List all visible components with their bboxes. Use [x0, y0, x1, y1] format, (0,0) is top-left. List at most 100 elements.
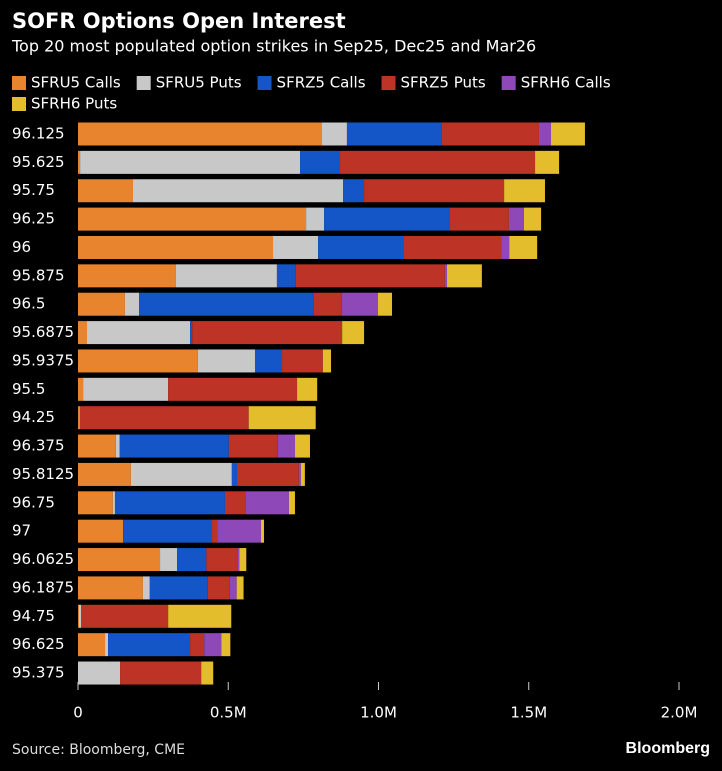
bar-segment	[212, 519, 218, 543]
bar-segment	[78, 406, 80, 430]
y-tick-label: 95.75	[12, 181, 55, 199]
bar-segment	[277, 434, 295, 458]
bar-segment	[276, 264, 296, 288]
bar-segment	[78, 235, 274, 259]
bar-segment	[231, 462, 237, 486]
bar-segment	[142, 576, 150, 600]
bar-segment	[119, 434, 229, 458]
bar-segment	[346, 122, 442, 146]
x-tick-label: 1.5M	[510, 704, 547, 722]
bar-segment	[78, 179, 133, 203]
bar-segment	[78, 150, 81, 174]
legend-swatch	[12, 97, 26, 111]
y-tick-label: 96.375	[12, 437, 65, 455]
legend-swatch	[136, 76, 151, 90]
legend-label: SFRZ5 Puts	[401, 74, 486, 92]
bar-segment	[83, 377, 169, 401]
y-tick-label: 96.125	[12, 125, 65, 143]
legend-swatch	[257, 76, 272, 90]
legend-label: SFRU5 Puts	[156, 74, 242, 92]
y-tick-label: 96.75	[12, 493, 55, 511]
bar-segment	[318, 235, 404, 259]
y-tick-label: 97	[12, 522, 31, 540]
bar-segment	[228, 434, 278, 458]
bar-segment	[229, 576, 237, 600]
bar-segment	[298, 462, 301, 486]
chart-subtitle: Top 20 most populated option strikes in …	[11, 37, 536, 56]
bar-segment	[441, 122, 539, 146]
bar-segment	[168, 377, 298, 401]
bar-segment	[236, 576, 244, 600]
bar-segment	[322, 122, 347, 146]
bar-segment	[78, 406, 79, 430]
bar-segment	[190, 633, 205, 657]
x-tick-label: 0	[73, 704, 83, 722]
bar-segment	[297, 377, 318, 401]
bar-segment	[550, 122, 585, 146]
y-tick-label: 95.875	[12, 266, 65, 284]
bar-segment	[120, 661, 202, 685]
bar-segment	[115, 434, 120, 458]
bar-segment	[78, 491, 113, 515]
bar-segment	[508, 207, 524, 231]
legend-swatch	[381, 76, 396, 90]
bar-segment	[444, 264, 448, 288]
y-tick-label: 95.5	[12, 380, 45, 398]
bar-segment	[192, 321, 343, 345]
bar-segment	[78, 604, 79, 628]
bar-segment	[294, 434, 310, 458]
bar-segment	[239, 548, 247, 572]
y-tick-label: 95.9375	[12, 351, 74, 369]
bar-segment	[78, 292, 125, 316]
bar-segment	[207, 576, 230, 600]
bar-segment	[248, 406, 316, 430]
y-tick-label: 96.625	[12, 635, 65, 653]
bar-segment	[501, 235, 510, 259]
bar-segment	[78, 633, 106, 657]
logo: Bloomberg	[626, 740, 710, 757]
bar-segment	[340, 150, 536, 174]
bar-segment	[78, 548, 161, 572]
bar-segment	[509, 235, 538, 259]
y-tick-label: 96.0625	[12, 550, 74, 568]
bar-segment	[78, 122, 323, 146]
legend-label: SFRZ5 Calls	[277, 74, 366, 92]
bar-segment	[78, 576, 143, 600]
bar-segment	[306, 207, 325, 231]
bar-segment	[78, 321, 88, 345]
bar-segment	[324, 207, 451, 231]
bar-segment	[177, 548, 207, 572]
y-tick-label: 96.1875	[12, 578, 74, 596]
bar-segment	[450, 207, 509, 231]
bar-segment	[78, 519, 124, 543]
bar-segment	[190, 321, 193, 345]
bar-segment	[78, 434, 116, 458]
bar-segment	[139, 292, 314, 316]
bar-segment	[322, 349, 332, 373]
y-tick-label: 94.75	[12, 607, 55, 625]
bar-segment	[87, 321, 191, 345]
x-tick-label: 2.0M	[661, 704, 698, 722]
bar-segment	[236, 462, 299, 486]
legend-label: SFRH6 Puts	[31, 95, 117, 113]
y-tick-label: 95.375	[12, 664, 65, 682]
bar-segment	[504, 179, 545, 203]
bar-segment	[78, 207, 307, 231]
legend-label: SFRU5 Calls	[31, 74, 121, 92]
bar-segment	[221, 633, 231, 657]
bar-segment	[224, 491, 246, 515]
bar-segment	[81, 604, 169, 628]
legend-label: SFRH6 Calls	[521, 74, 611, 92]
bar-segment	[80, 150, 301, 174]
bar-segment	[245, 491, 289, 515]
bar-segment	[535, 150, 560, 174]
bar-segment	[364, 179, 505, 203]
y-tick-label: 95.625	[12, 153, 65, 171]
bar-segment	[288, 491, 295, 515]
bar-segment	[168, 604, 232, 628]
bar-segment	[204, 633, 222, 657]
bar-segment	[538, 122, 551, 146]
bar-segment	[377, 292, 393, 316]
bar-segment	[523, 207, 542, 231]
bar-segment	[217, 519, 262, 543]
